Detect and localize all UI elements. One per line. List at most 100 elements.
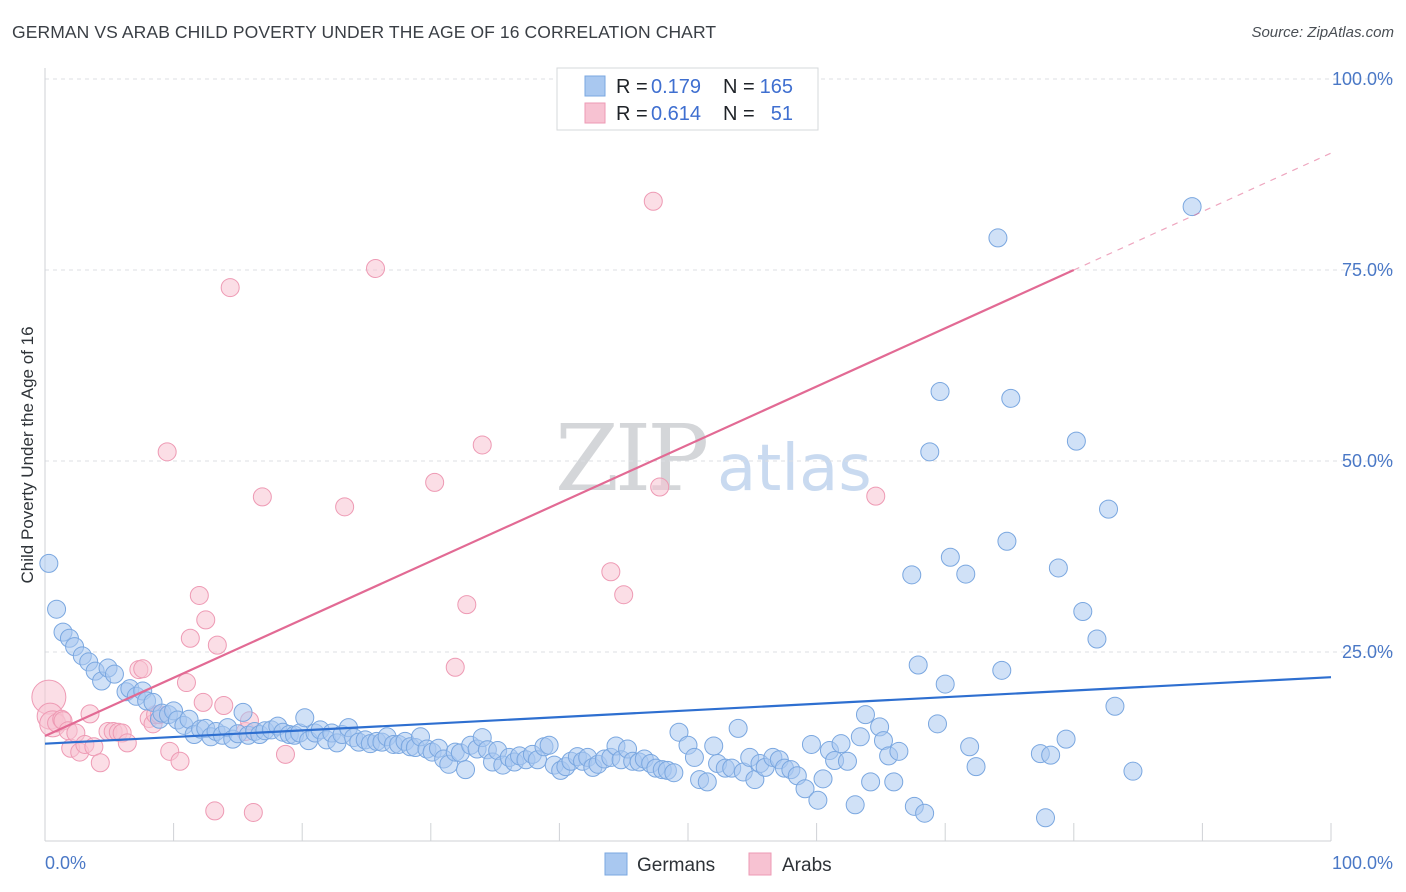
arab-point [866, 486, 886, 506]
arab-point [650, 477, 670, 497]
german-point [1041, 745, 1061, 765]
arab-point [176, 673, 196, 693]
german-point [1056, 729, 1076, 749]
german-point [684, 747, 704, 767]
legend-r-value-germans: 0.179 [651, 76, 701, 98]
x-tick-label-100: 100.0% [1332, 853, 1393, 873]
arab-point [601, 562, 621, 582]
german-point [956, 564, 976, 584]
arab-point [193, 692, 213, 712]
arab-point [243, 802, 263, 822]
legend-r-label-germans: R = [616, 76, 648, 98]
source-label: Source: ZipAtlas.com [1251, 24, 1394, 41]
arab-point [643, 191, 663, 211]
german-point [884, 772, 904, 792]
arab-point [170, 751, 190, 771]
german-point [39, 553, 59, 573]
arabs-series [31, 191, 886, 822]
legend-n-value-arabs: 51 [771, 103, 793, 125]
german-point [1087, 629, 1107, 649]
bottom-legend-swatch-germans [604, 852, 628, 876]
arab-point [90, 753, 110, 773]
legend-n-value-germans: 165 [760, 76, 793, 98]
arab-point [180, 628, 200, 648]
arab-point [472, 435, 492, 455]
german-point [902, 565, 922, 585]
bottom-legend-label-germans: Germans [637, 855, 715, 876]
gridlines [45, 78, 1393, 653]
trend-lines [44, 152, 1332, 745]
arab-point [220, 278, 240, 298]
german-point [697, 772, 717, 792]
german-point [801, 734, 821, 754]
german-point [704, 736, 724, 756]
arab-point [214, 695, 234, 715]
german-point [664, 763, 684, 783]
german-point [104, 664, 124, 684]
german-point [1073, 602, 1093, 622]
german-point [1182, 197, 1202, 217]
german-point [845, 795, 865, 815]
arab-point [445, 657, 465, 677]
german-point [233, 702, 253, 722]
y-tick-labels: 25.0% 50.0% 75.0% 100.0% [1332, 69, 1393, 662]
arab-point [614, 585, 634, 605]
chart-title: GERMAN VS ARAB CHILD POVERTY UNDER THE A… [12, 22, 717, 42]
german-point [960, 737, 980, 757]
german-point [920, 442, 940, 462]
arab-point [275, 744, 295, 764]
german-point [930, 381, 950, 401]
german-point [1105, 696, 1125, 716]
german-point [997, 531, 1017, 551]
legend-swatch-arabs [584, 102, 606, 124]
arab-point [457, 595, 477, 615]
y-tick-label-25: 25.0% [1342, 642, 1393, 662]
german-point [966, 757, 986, 777]
y-axis-label: Child Poverty Under the Age of 16 [18, 326, 37, 583]
german-point [908, 655, 928, 675]
german-point [1099, 499, 1119, 519]
y-tick-label-50: 50.0% [1342, 451, 1393, 471]
german-point [1066, 431, 1086, 451]
arab-point [189, 585, 209, 605]
arab-point [252, 487, 272, 507]
german-point [669, 722, 689, 742]
german-point [831, 734, 851, 754]
x-tick-label-0: 0.0% [45, 853, 86, 873]
legend-r-label-arabs: R = [616, 103, 648, 125]
bottom-legend-label-arabs: Arabs [782, 855, 832, 876]
german-point [813, 769, 833, 789]
watermark-zip: ZIP [555, 405, 706, 512]
german-point [927, 714, 947, 734]
arab-point [366, 258, 386, 278]
watermark-atlas: atlas [717, 432, 872, 506]
german-point [1001, 388, 1021, 408]
y-tick-label-75: 75.0% [1342, 260, 1393, 280]
legend-swatch-germans [584, 75, 606, 97]
german-point [728, 718, 748, 738]
legend-n-label-germans: N = [723, 76, 755, 98]
arab-point [207, 635, 227, 655]
x-ticks [173, 823, 1332, 841]
german-point [295, 708, 315, 728]
german-point [850, 727, 870, 747]
arab-point [157, 442, 177, 462]
y-tick-label-100: 100.0% [1332, 69, 1393, 89]
german-point [795, 779, 815, 799]
arab-point [117, 733, 137, 753]
german-point [861, 772, 881, 792]
german-point [1036, 808, 1056, 828]
arab-point [205, 801, 225, 821]
legend-r-value-arabs: 0.614 [651, 103, 701, 125]
series-legend: Germans Arabs [604, 852, 832, 876]
arabs-trend-line [44, 268, 1075, 738]
german-point [915, 803, 935, 823]
german-point [940, 547, 960, 567]
german-point [539, 735, 559, 755]
legend-n-label-arabs: N = [723, 103, 755, 125]
german-point [935, 674, 955, 694]
correlation-legend: R = 0.179 N = 165 R = 0.614 N = 51 [556, 67, 819, 131]
germans-trend-line [44, 676, 1332, 745]
german-point [1123, 761, 1143, 781]
